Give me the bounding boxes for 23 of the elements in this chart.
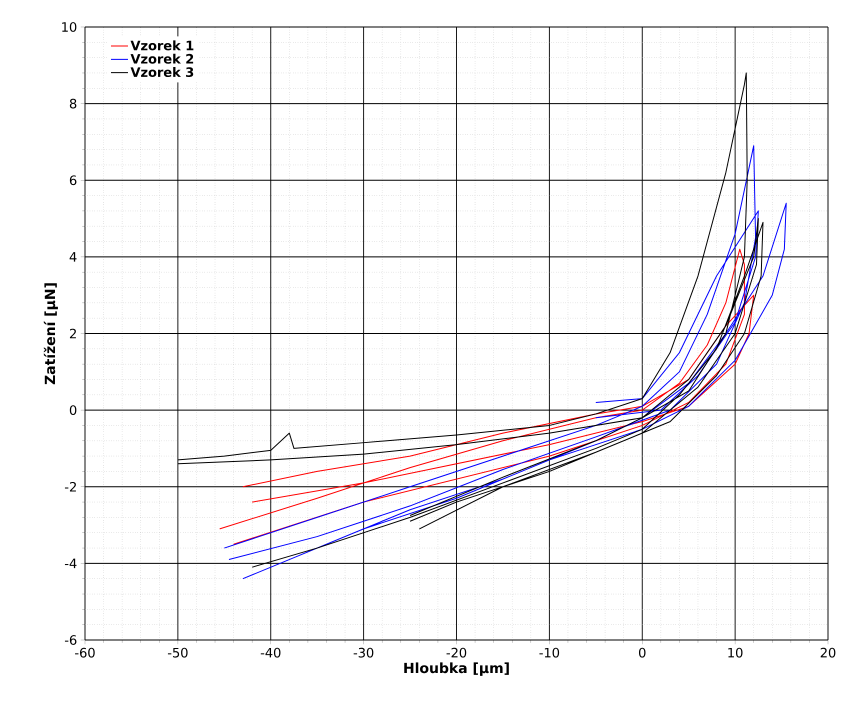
y-tick-label: 8 (70, 98, 76, 109)
x-tick-label: -30 (354, 648, 374, 658)
y-tick-label: -6 (64, 635, 76, 645)
y-tick-label: 2 (70, 328, 76, 338)
y-axis-title: Zatížení [µN] (44, 283, 58, 384)
x-tick-label: -60 (75, 648, 95, 658)
y-tick-label: -4 (64, 558, 77, 568)
x-tick-label: -40 (260, 648, 280, 658)
x-tick-label: -50 (168, 648, 188, 658)
y-tick-label: 10 (62, 22, 76, 32)
x-axis-title: Hloubka [µm] (404, 662, 509, 676)
y-tick-label: -2 (64, 482, 76, 492)
legend-label: Vzorek 2 (130, 54, 194, 64)
x-tick-label: 10 (728, 648, 742, 658)
y-tick-label: 0 (70, 405, 76, 416)
legend-label: Vzorek 1 (130, 40, 194, 50)
x-tick-label: 0 (638, 648, 646, 658)
x-tick-label: -10 (539, 648, 560, 658)
x-tick-label: 20 (820, 648, 836, 658)
legend-label: Vzorek 3 (130, 67, 194, 78)
y-tick-label: 4 (70, 252, 77, 262)
x-tick-label: -20 (446, 648, 466, 658)
y-tick-label: 6 (70, 175, 76, 186)
